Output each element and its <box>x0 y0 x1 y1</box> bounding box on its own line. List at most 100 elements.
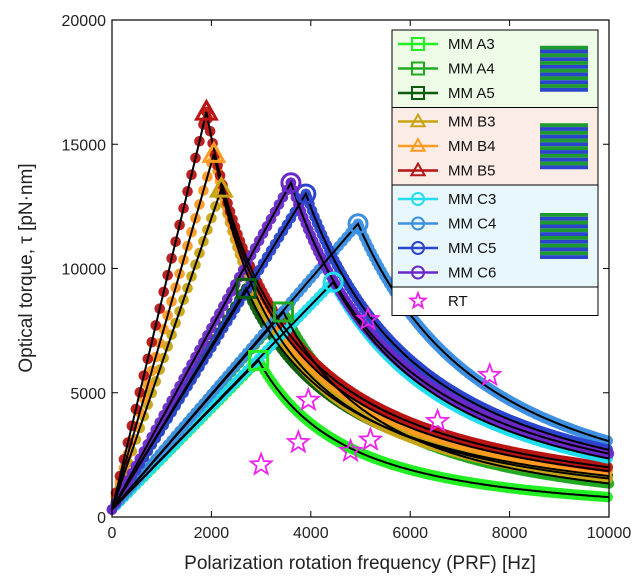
stripe <box>540 72 588 77</box>
x-axis: 0 2000 4000 6000 8000 10000 <box>108 20 632 542</box>
x-tick-label: 8000 <box>492 525 528 542</box>
y-axis: 0 5000 10000 15000 20000 <box>62 13 609 527</box>
stripe <box>540 228 588 233</box>
rt-point <box>248 451 275 476</box>
legend-label: RT <box>448 293 468 310</box>
legend-label: MM C3 <box>448 191 496 208</box>
x-tick-label: 6000 <box>392 525 428 542</box>
stripe <box>540 45 588 50</box>
stripe <box>540 236 588 240</box>
fit-line-mm-c6 <box>111 180 610 510</box>
stripe <box>540 224 588 229</box>
legend-label: MM A4 <box>448 61 495 78</box>
peak-marker-mm-a5 <box>235 277 257 299</box>
stripe <box>540 243 588 248</box>
stripe <box>540 49 588 54</box>
rt-point <box>424 407 451 433</box>
fit-line-mm-b3 <box>111 185 610 510</box>
legend-label: MM C4 <box>448 216 496 233</box>
stripe <box>540 146 588 151</box>
legend-marker <box>411 61 425 76</box>
chart-marks <box>106 98 615 515</box>
legend-marker <box>411 37 425 51</box>
stripe <box>540 255 588 259</box>
rt-point <box>357 426 384 451</box>
stripe <box>540 80 588 85</box>
stripe <box>540 157 588 162</box>
legend-marker <box>411 265 425 280</box>
peak-marker-mm-a3 <box>248 349 270 371</box>
fit-line-mm-b5 <box>111 111 610 510</box>
stripe <box>540 61 588 65</box>
stripe <box>540 239 588 244</box>
peak-marker-mm-c4 <box>347 213 369 235</box>
fit-line-mm-c5 <box>111 191 610 511</box>
stripe <box>540 127 588 131</box>
legend-label: MM B4 <box>448 138 496 155</box>
stripe <box>540 142 588 147</box>
stripe <box>540 213 588 217</box>
stripe <box>540 216 588 221</box>
stripe <box>540 64 588 69</box>
legend-label: MM C6 <box>448 265 496 282</box>
stripe-pattern-icon <box>540 45 588 92</box>
stripe <box>540 87 588 92</box>
stripe <box>540 150 588 154</box>
y-tick-label: 20000 <box>62 13 107 30</box>
legend-marker <box>409 137 427 152</box>
stripe <box>540 161 588 166</box>
peak-marker-mm-a4 <box>272 301 294 323</box>
peak-marker-mm-c3 <box>322 271 344 293</box>
legend-marker <box>411 86 425 100</box>
legend-marker <box>409 112 427 128</box>
stripe <box>540 123 588 128</box>
legend: MM A3 MM A4 MM A5 MM B3 MM B4 MM B5 MM C3 MM C4… <box>391 29 599 316</box>
legend-marker <box>407 290 429 310</box>
fit-line-mm-c3 <box>111 280 610 511</box>
legend-rt-box <box>391 286 599 316</box>
legend-marker <box>411 241 425 255</box>
legend-marker <box>411 192 425 206</box>
y-tick-label: 10000 <box>62 262 107 279</box>
stripe <box>540 232 588 236</box>
stripe-pattern-icon <box>540 123 588 170</box>
legend-label: MM C5 <box>448 240 496 257</box>
stripe <box>540 165 588 170</box>
rt-point <box>476 361 503 387</box>
rt-point <box>355 305 381 331</box>
peak-marker-mm-c6 <box>280 172 302 194</box>
peak-marker-mm-b4 <box>201 140 227 163</box>
legend-label: MM A5 <box>448 85 495 102</box>
stripe <box>540 251 588 256</box>
stripe <box>540 84 588 88</box>
x-axis-label: Polarization rotation frequency (PRF) [H… <box>184 553 536 574</box>
rt-point <box>285 428 312 454</box>
x-tick-label: 10000 <box>587 525 632 542</box>
stripe <box>540 247 588 252</box>
stripe <box>540 138 588 143</box>
x-tick-label: 4000 <box>293 525 329 542</box>
y-tick-label: 5000 <box>70 386 106 403</box>
stripe <box>540 57 588 62</box>
stripe <box>540 134 588 139</box>
legend-marker <box>409 161 427 177</box>
x-tick-label: 2000 <box>194 525 230 542</box>
stripe <box>540 220 588 225</box>
fit-line-mm-b4 <box>111 153 610 510</box>
stripe <box>540 130 588 135</box>
rt-point <box>337 437 364 463</box>
legend-label: MM B5 <box>448 163 496 180</box>
stripe <box>540 153 588 158</box>
legend-label: MM B3 <box>448 114 496 131</box>
peak-marker-mm-b5 <box>193 98 219 121</box>
stripe <box>540 53 588 58</box>
stripe <box>540 68 588 73</box>
stripe-pattern-icon <box>540 213 588 259</box>
rt-point <box>295 386 322 412</box>
peak-marker-mm-c5 <box>295 183 317 205</box>
stripe <box>540 76 588 81</box>
y-tick-label: 0 <box>97 510 106 527</box>
y-tick-label: 15000 <box>62 137 107 154</box>
y-axis-label: Optical torque, τ [pN·nm] <box>16 163 37 372</box>
